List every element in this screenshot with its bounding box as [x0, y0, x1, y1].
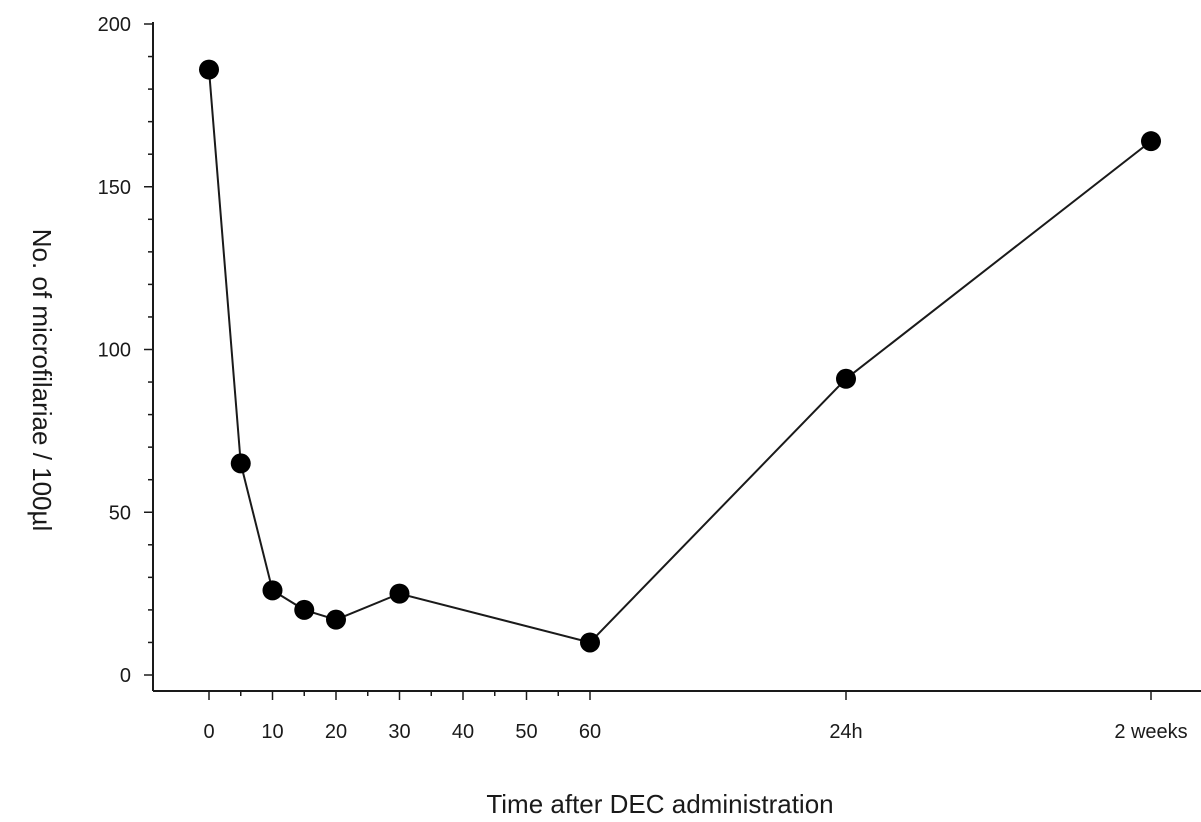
- y-tick-label: 200: [98, 14, 131, 36]
- x-tick-label: 0: [203, 721, 214, 743]
- data-point: [326, 609, 346, 630]
- x-tick-label: 10: [261, 721, 283, 743]
- data-point: [230, 453, 251, 474]
- x-tick-label: 20: [325, 721, 347, 743]
- x-axis-title: Time after DEC administration: [486, 789, 833, 817]
- x-tick-label: 30: [388, 721, 410, 743]
- x-tick-label: 2 weeks: [1114, 721, 1187, 743]
- axes: [152, 22, 1201, 692]
- y-tick-label: 0: [120, 665, 131, 687]
- y-tick-label: 100: [98, 340, 131, 362]
- data-point: [580, 632, 600, 653]
- data-points: [199, 59, 1161, 653]
- data-point: [1141, 131, 1161, 152]
- x-tick-label: 50: [515, 721, 537, 743]
- y-tick-label: 50: [109, 502, 131, 524]
- data-point: [836, 368, 856, 389]
- x-tick-label: 60: [579, 721, 601, 743]
- x-tick-label: 24h: [829, 721, 862, 743]
- data-point: [199, 59, 219, 80]
- ticks: 0 50 100 150 200 0 10 20 30 40 50 60 24h 2 weeks: [98, 14, 1188, 743]
- x-tick-label: 40: [452, 721, 474, 743]
- data-point: [294, 599, 315, 620]
- series-polyline: [208, 69, 1152, 644]
- series-line: [208, 69, 1152, 644]
- data-point: [389, 583, 410, 604]
- data-point: [262, 580, 283, 601]
- y-tick-label: 150: [98, 177, 131, 199]
- y-axis-title: No. of microfilariae / 100µl: [27, 229, 57, 532]
